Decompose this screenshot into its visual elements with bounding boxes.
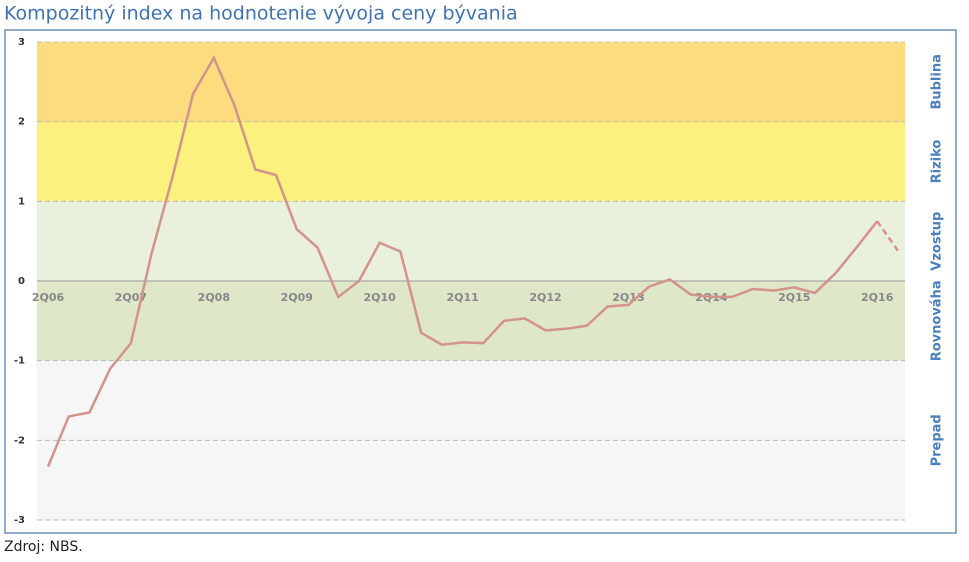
x-tick-label: 2Q06	[32, 291, 65, 304]
band-label: Rovnováha	[930, 280, 945, 361]
band	[37, 42, 905, 122]
x-tick-label: 2Q13	[612, 291, 644, 304]
y-tick-label: -3	[14, 515, 25, 526]
x-tick-label: 2Q16	[861, 291, 894, 304]
chart-title: Kompozitný index na hodnotenie vývoja ce…	[4, 3, 518, 25]
source: Zdroj: NBS.	[4, 539, 83, 555]
x-tick-label: 2Q09	[281, 291, 313, 304]
x-tick-label: 2Q11	[446, 291, 478, 304]
y-tick-label: 0	[18, 276, 25, 287]
band	[37, 201, 905, 281]
band-label: Bublina	[930, 54, 945, 109]
band-label: Prepad	[930, 414, 945, 466]
x-tick-label: 2Q12	[529, 291, 561, 304]
x-tick-label: 2Q10	[364, 291, 397, 304]
x-tick-label: 2Q15	[778, 291, 810, 304]
band-label: Riziko	[930, 140, 945, 184]
y-tick-label: 2	[18, 117, 25, 128]
y-tick-label: -2	[14, 435, 25, 446]
y-tick-label: -1	[14, 356, 25, 367]
projection-line	[876, 220, 899, 252]
data-line	[46, 55, 879, 468]
x-tick-label: 2Q07	[115, 291, 147, 304]
band	[37, 281, 905, 361]
x-tick-label: 2Q08	[198, 291, 230, 304]
band-label: Vzostup	[930, 212, 945, 271]
y-tick-label: 3	[18, 37, 25, 48]
y-tick-label: 1	[18, 196, 25, 207]
band	[37, 121, 905, 202]
